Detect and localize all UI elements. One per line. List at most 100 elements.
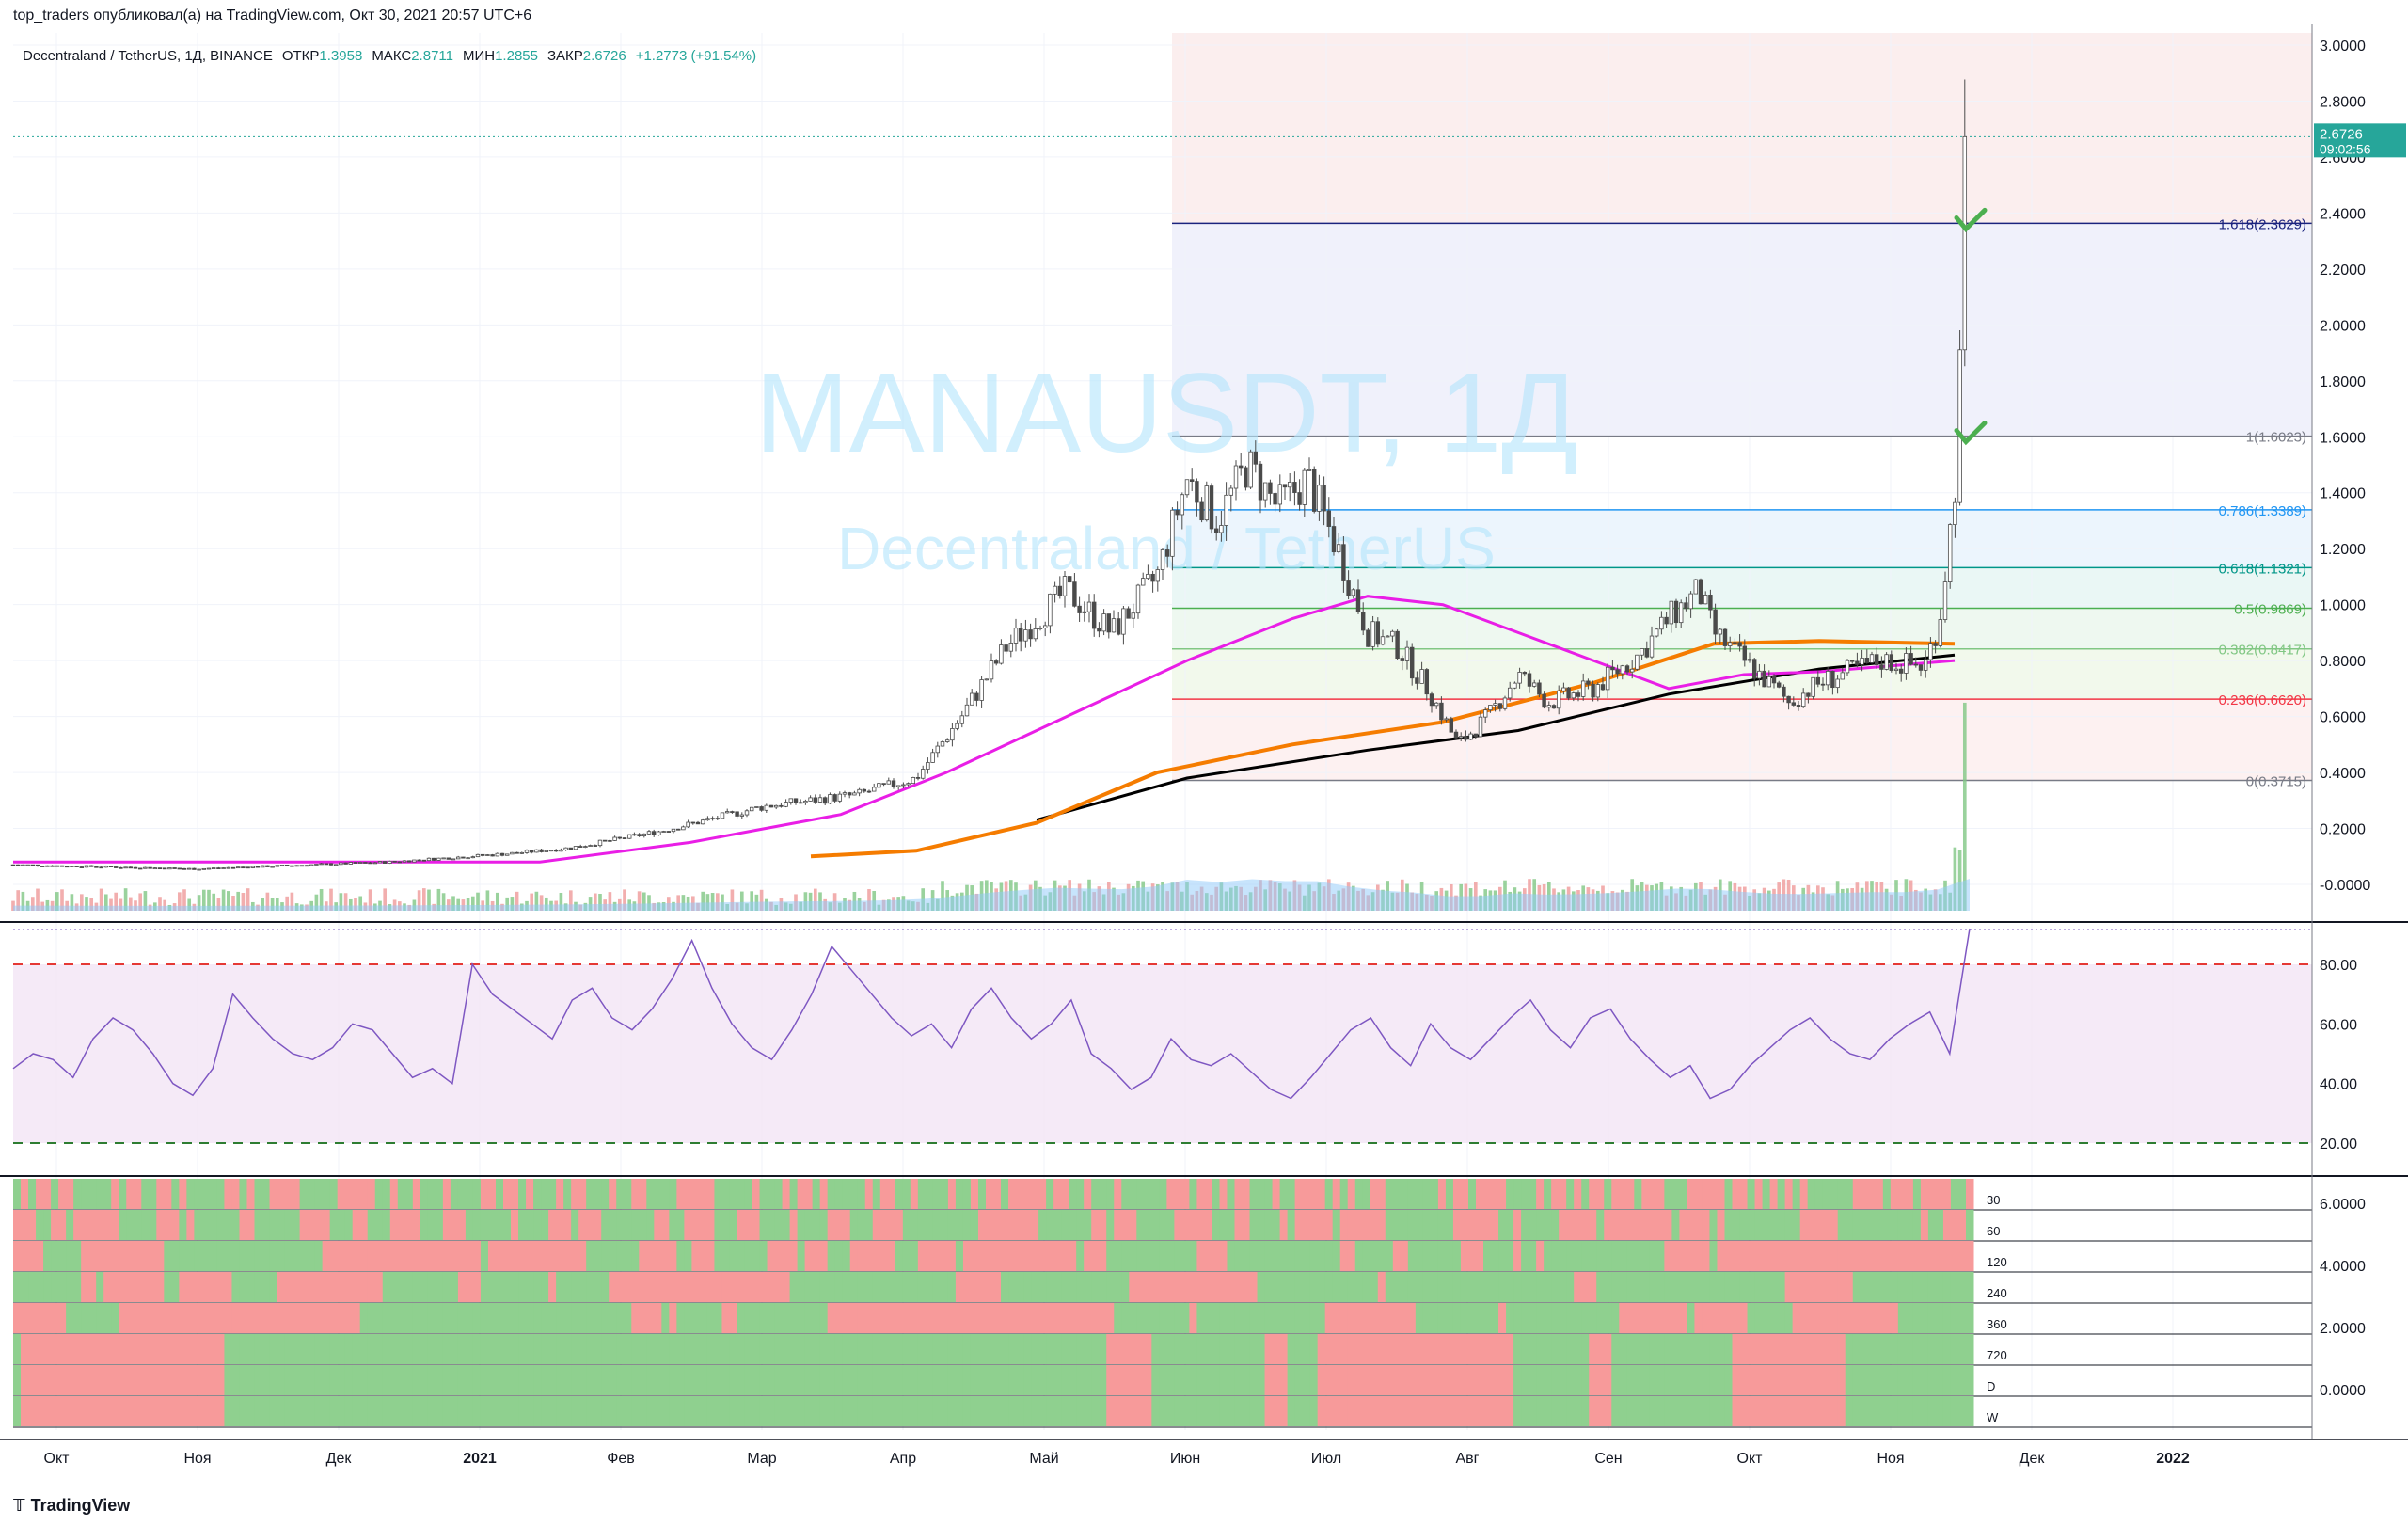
heat-cell: [1664, 1179, 1672, 1209]
heat-cell: [1392, 1179, 1402, 1209]
candle-body: [1453, 731, 1459, 739]
heat-cell: [1038, 1272, 1047, 1302]
candle-body: [421, 859, 427, 862]
tradingview-logo[interactable]: 𝕋 TradingView: [13, 1496, 130, 1516]
heat-cell: [1777, 1396, 1786, 1426]
heat-cell: [872, 1365, 881, 1395]
heat-cell: [1023, 1396, 1032, 1426]
heat-cell: [1144, 1303, 1152, 1333]
heat-cell: [299, 1179, 309, 1209]
ohlc-legend-part: ОТКР: [282, 48, 320, 64]
heat-cell: [1671, 1396, 1680, 1426]
heat-cell: [1069, 1334, 1077, 1364]
heat-cell: [359, 1210, 369, 1240]
ema-orange-line: [810, 639, 1956, 859]
heat-cell: [691, 1179, 700, 1209]
heat-cell: [1189, 1334, 1197, 1364]
heat-cell: [842, 1365, 851, 1395]
heat-cell: [367, 1210, 376, 1240]
heat-cell: [261, 1210, 271, 1240]
heat-cell: [1347, 1303, 1356, 1333]
heat-cell: [1784, 1241, 1794, 1271]
heat-cell: [1174, 1241, 1182, 1271]
heat-cell: [412, 1396, 421, 1426]
heat-cell: [616, 1241, 625, 1271]
candle-body: [686, 821, 690, 828]
heat-cell: [925, 1210, 934, 1240]
heat-cell: [111, 1241, 119, 1271]
candle-body: [930, 752, 935, 763]
heat-cell: [1362, 1365, 1371, 1395]
heat-cell: [1227, 1365, 1235, 1395]
tradingview-icon: 𝕋: [13, 1496, 25, 1515]
candle-body: [695, 821, 701, 825]
heat-cell: [1830, 1272, 1839, 1302]
heat-cell: [1769, 1272, 1779, 1302]
heat-cell: [397, 1365, 406, 1395]
heat-cell: [1370, 1272, 1379, 1302]
heat-cell: [767, 1272, 776, 1302]
heat-cell: [314, 1272, 324, 1302]
heat-cell: [1099, 1272, 1107, 1302]
heat-cell: [1822, 1365, 1831, 1395]
heat-cell: [1529, 1241, 1537, 1271]
heat-cell: [171, 1241, 180, 1271]
time-tick-label: Сен: [1594, 1451, 1622, 1467]
heat-cell: [442, 1272, 452, 1302]
heat-cell: [344, 1272, 354, 1302]
volume-bar: [348, 898, 353, 911]
heat-cell: [1792, 1365, 1801, 1395]
ohlc-legend-part: МАКС: [372, 48, 411, 64]
heat-cell: [1739, 1303, 1749, 1333]
heat-cell: [36, 1396, 44, 1426]
heat-cell: [910, 1365, 919, 1395]
heat-cell: [646, 1179, 655, 1209]
heat-cell: [1467, 1210, 1477, 1240]
heat-cell: [1965, 1365, 1974, 1395]
heat-cell: [1513, 1365, 1522, 1395]
heat-cell: [1008, 1179, 1017, 1209]
heat-cell: [21, 1365, 29, 1395]
candle-body: [515, 851, 519, 854]
heat-cell: [729, 1334, 737, 1364]
rsi-tick-label: 40.00: [2320, 1077, 2357, 1093]
heat-cell: [1536, 1334, 1545, 1364]
candle-body: [1962, 135, 1968, 351]
heat-cell: [601, 1303, 610, 1333]
heat-cell: [631, 1272, 640, 1302]
heat-cell: [1536, 1179, 1545, 1209]
heat-cell: [382, 1396, 391, 1426]
heat-cell: [1129, 1396, 1137, 1426]
heat-cell: [1882, 1365, 1892, 1395]
heat-cell: [1574, 1334, 1582, 1364]
heat-cell: [1234, 1334, 1244, 1364]
heat-cell: [1867, 1210, 1877, 1240]
heat-cell: [307, 1179, 316, 1209]
heat-cell: [103, 1365, 112, 1395]
heat-cell: [314, 1396, 324, 1426]
heat-cell: [1679, 1272, 1687, 1302]
heat-cell: [503, 1365, 512, 1395]
heat-cell: [842, 1210, 851, 1240]
volume-bar: [505, 897, 510, 911]
heat-cell: [277, 1241, 286, 1271]
heat-cell: [511, 1272, 519, 1302]
heat-cell: [43, 1303, 52, 1333]
heat-cell: [1031, 1241, 1039, 1271]
heat-cell: [819, 1210, 829, 1240]
heat-cell: [1837, 1303, 1846, 1333]
candle-body: [739, 814, 745, 817]
heat-cell: [1400, 1303, 1409, 1333]
heat-cell: [1799, 1365, 1809, 1395]
heat-cell: [1536, 1272, 1545, 1302]
heat-cell: [36, 1241, 44, 1271]
heat-cell: [947, 1241, 957, 1271]
heat-cell: [1046, 1241, 1054, 1271]
heat-cell: [1935, 1272, 1944, 1302]
heat-cell: [812, 1210, 821, 1240]
heat-cell: [1491, 1210, 1499, 1240]
heat-cell: [594, 1241, 602, 1271]
heat-cell: [586, 1272, 594, 1302]
heat-cell: [1467, 1365, 1477, 1395]
